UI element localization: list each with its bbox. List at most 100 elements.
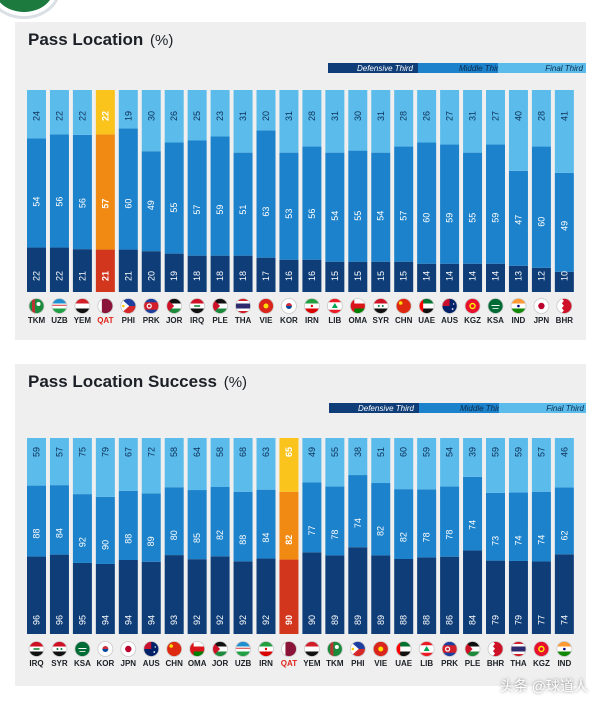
segment-middle-syr (371, 152, 391, 262)
segment-defensive-vie (256, 257, 276, 292)
value-label-defensive-phi: 89 (353, 615, 363, 625)
category-label-tkm: TKM (28, 316, 46, 325)
value-label-defensive-yem: 21 (77, 271, 87, 281)
segment-final-ksa (72, 438, 92, 495)
value-label-final-kor: 79 (100, 447, 110, 457)
category-label-yem: YEM (74, 316, 92, 325)
segment-defensive-qat (95, 249, 115, 292)
phi-flag-icon (350, 641, 366, 657)
uae-flag-icon (396, 641, 412, 657)
flag-border (395, 641, 412, 657)
value-label-middle-oma: 55 (353, 211, 363, 221)
chn-flag-icon (396, 298, 412, 314)
value-label-defensive-ind: 74 (559, 615, 569, 625)
jpn-flag-icon (120, 641, 136, 657)
segment-defensive-yem (72, 249, 92, 292)
segment-final-aus (440, 90, 460, 145)
segment-defensive-bhr (486, 560, 505, 634)
segment-defensive-oma (348, 261, 368, 292)
value-label-final-irn: 28 (307, 111, 317, 121)
segment-defensive-tkm (325, 555, 345, 634)
value-label-final-vie: 51 (376, 447, 386, 457)
value-label-final-oma: 64 (192, 447, 202, 457)
jor-flag-icon (166, 298, 182, 314)
bar-irn: 92 84 63 IRN (256, 438, 276, 668)
value-label-final-ind: 40 (513, 111, 523, 121)
flag-border (258, 298, 274, 314)
uzb-flag-icon (235, 641, 251, 657)
bar-uzb: 92 88 68 UZB (233, 438, 253, 668)
segment-final-irq (27, 438, 46, 486)
segment-defensive-jpn (118, 560, 138, 634)
category-label-uzb: UZB (235, 659, 252, 668)
segment-final-uzb (233, 438, 253, 492)
bar-yem: 90 77 49 YEM (302, 438, 322, 668)
flag-border (418, 641, 435, 657)
value-label-final-yem: 22 (77, 111, 87, 121)
segment-defensive-uzb (233, 561, 253, 634)
category-label-jor: JOR (166, 316, 183, 325)
value-label-defensive-ple: 84 (468, 615, 478, 625)
value-label-final-qat: 22 (100, 111, 110, 121)
value-label-final-kgz: 31 (468, 111, 478, 121)
flag-border (28, 298, 45, 314)
value-label-defensive-vie: 89 (376, 615, 386, 625)
oma-flag-icon (189, 641, 205, 657)
value-label-final-uzb: 22 (54, 111, 64, 121)
value-label-middle-tkm: 54 (32, 197, 42, 207)
segment-middle-oma (348, 150, 368, 262)
value-label-final-aus: 72 (146, 447, 156, 457)
value-label-defensive-syr: 96 (54, 615, 64, 625)
segment-final-kor (279, 90, 299, 153)
segment-middle-uae (394, 489, 414, 560)
segment-middle-bhr (486, 492, 505, 561)
segment-final-qat (279, 438, 299, 492)
value-label-middle-phi: 74 (353, 518, 363, 528)
tkm-flag-icon (327, 641, 343, 657)
value-label-defensive-prk: 86 (445, 615, 455, 625)
flag-border (143, 641, 160, 657)
segment-defensive-ind (508, 265, 528, 292)
value-label-middle-ind: 62 (559, 531, 569, 541)
value-label-final-prk: 30 (146, 111, 156, 121)
value-label-final-ple: 23 (215, 111, 225, 121)
segment-defensive-irq (187, 255, 207, 292)
bar-irq: 18 57 25 IRQ (187, 90, 207, 325)
segment-defensive-bhr (554, 271, 574, 292)
segment-defensive-syr (371, 261, 391, 292)
segment-middle-prk (440, 486, 460, 557)
bar-ind: 74 62 46 IND (554, 438, 574, 668)
value-label-middle-irn: 84 (261, 533, 271, 543)
value-label-final-phi: 19 (123, 111, 133, 121)
flag-border (349, 298, 366, 314)
segment-middle-ind (554, 487, 574, 555)
value-label-defensive-irq: 96 (32, 615, 42, 625)
irn-flag-icon (304, 298, 320, 314)
legend-middle-swatch (419, 403, 509, 413)
bar-irn: 16 56 28 IRN (302, 90, 322, 325)
segment-defensive-kor (279, 259, 299, 292)
flag-border (510, 641, 527, 657)
value-label-middle-tha: 74 (513, 536, 523, 546)
value-label-final-irq: 59 (32, 447, 42, 457)
value-label-defensive-uzb: 22 (54, 271, 64, 281)
value-label-defensive-ind: 13 (513, 271, 523, 281)
value-label-final-jpn: 67 (123, 447, 133, 457)
value-label-middle-phi: 60 (123, 199, 133, 209)
category-label-ind: IND (512, 316, 526, 325)
category-label-kor: KOR (96, 659, 114, 668)
irq-flag-icon (29, 641, 44, 657)
segment-defensive-lib (325, 261, 345, 292)
pass-location-success-panel: Pass Location Success (%) Defensive Thir… (15, 364, 586, 686)
value-label-middle-ksa: 59 (491, 213, 501, 223)
value-label-middle-jor: 82 (215, 530, 225, 540)
bar-kor: 94 90 79 KOR (95, 438, 115, 668)
aus-flag-icon (442, 298, 458, 314)
value-label-middle-jpn: 88 (123, 534, 133, 544)
value-label-middle-jor: 55 (169, 203, 179, 213)
flag-border (326, 641, 343, 657)
segment-defensive-ind (554, 554, 574, 634)
segment-defensive-syr (49, 554, 69, 634)
flag-border (441, 298, 458, 314)
value-label-middle-yem: 56 (77, 198, 87, 208)
